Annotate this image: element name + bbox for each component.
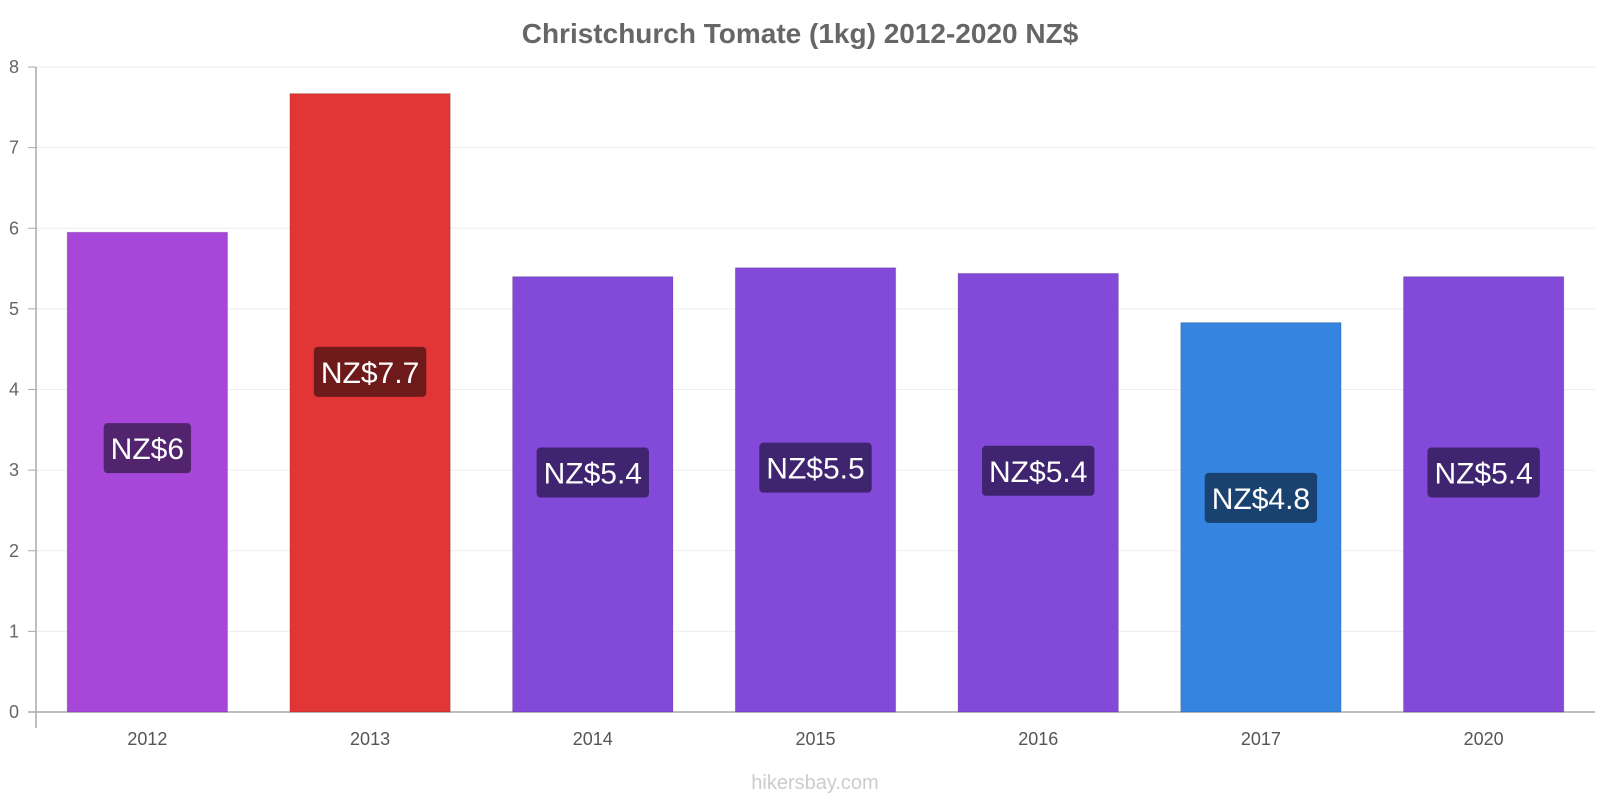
data-label-badge <box>103 423 192 474</box>
data-label-badge <box>313 346 427 397</box>
y-tick-label: 4 <box>9 380 19 400</box>
data-label-text: NZ$5.4 <box>544 458 642 491</box>
x-axis-ticks: 2012 2013 2014 2015 2016 2017 2020 <box>127 729 1503 749</box>
data-label-2017: NZ$4.8 <box>1204 472 1318 523</box>
y-tick-label: 2 <box>9 541 19 561</box>
data-label-2013: NZ$7.7 <box>313 346 427 397</box>
x-tick-label: 2015 <box>795 729 835 749</box>
x-tick-label: 2014 <box>573 729 613 749</box>
y-tick-label: 3 <box>9 460 19 480</box>
data-label-text: NZ$5.4 <box>1434 458 1532 491</box>
bars <box>66 93 1565 713</box>
y-tick-label: 1 <box>9 621 19 641</box>
data-label-text: NZ$5.4 <box>989 456 1087 489</box>
y-tick-label: 7 <box>9 138 19 158</box>
y-tick-label: 0 <box>9 702 19 722</box>
x-tick-label: 2017 <box>1241 729 1281 749</box>
y-axis-ticks: 0 1 2 3 4 5 6 7 8 <box>9 57 36 722</box>
data-label-2016: NZ$5.4 <box>982 445 1095 496</box>
data-label-text: NZ$7.7 <box>321 357 419 390</box>
x-tick-label: 2020 <box>1464 729 1504 749</box>
data-label-text: NZ$6 <box>111 433 184 466</box>
bar-2013 <box>289 93 451 713</box>
y-tick-label: 5 <box>9 299 19 319</box>
chart-title: Christchurch Tomate (1kg) 2012-2020 NZ$ <box>522 18 1079 49</box>
data-label-text: NZ$5.5 <box>766 453 864 486</box>
data-label-2020: NZ$5.4 <box>1427 447 1540 498</box>
watermark: hikersbay.com <box>751 772 878 794</box>
y-tick-label: 8 <box>9 57 19 77</box>
data-label-badge <box>536 447 649 498</box>
data-labels: NZ$6 NZ$7.7 NZ$5.4 NZ$5.5 NZ$5.4 NZ$4.8 NZ$5.4 <box>103 346 1540 523</box>
x-tick-label: 2012 <box>127 729 167 749</box>
data-label-badge <box>1427 447 1540 498</box>
data-label-badge <box>759 442 872 493</box>
data-label-badge <box>982 445 1095 496</box>
y-tick-label: 6 <box>9 218 19 238</box>
x-tick-label: 2013 <box>350 729 390 749</box>
x-tick-label: 2016 <box>1018 729 1058 749</box>
data-label-2014: NZ$5.4 <box>536 447 649 498</box>
data-label-text: NZ$4.8 <box>1212 483 1310 516</box>
data-label-badge <box>1204 472 1318 523</box>
data-label-2012: NZ$6 <box>103 423 192 474</box>
data-label-2015: NZ$5.5 <box>759 442 872 493</box>
